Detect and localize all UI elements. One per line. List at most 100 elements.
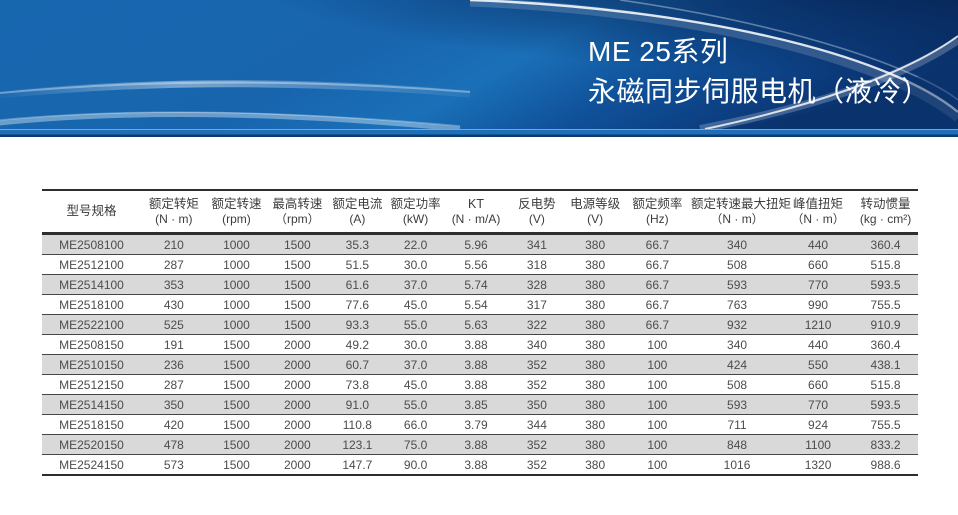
- value-cell: 1500: [266, 274, 329, 295]
- value-cell: 2000: [266, 394, 329, 415]
- value-cell: 30.0: [386, 334, 445, 355]
- column-unit: (A): [349, 211, 366, 226]
- column-name: 额定转速最大扭矩: [691, 196, 792, 211]
- page-subtitle: 永磁同步伺服电机（液冷）: [588, 76, 931, 107]
- table-row: ME2514150 350 1500 2000 91.0 55.0 3.85 350 380 10…: [42, 394, 918, 415]
- value-cell: 3.85: [444, 394, 508, 415]
- table-row: ME2520150 478 1500 2000 123.1 75.0 3.88 352 380 1…: [42, 434, 918, 455]
- value-cell: 66.7: [623, 294, 692, 315]
- column-header: 额定频率 (Hz): [623, 190, 692, 235]
- column-header: 反电势 (V): [507, 190, 567, 235]
- column-header: 电源等级 (V): [566, 190, 624, 235]
- value-cell: 49.2: [328, 334, 387, 355]
- value-cell: 287: [140, 254, 207, 275]
- value-cell: 380: [566, 233, 624, 255]
- column-name: 额定电流: [332, 196, 383, 211]
- value-cell: 593: [691, 394, 784, 415]
- value-cell: 770: [783, 274, 854, 295]
- value-cell: 110.8: [328, 414, 387, 435]
- value-cell: 848: [691, 434, 784, 455]
- model-cell: ME2524150: [42, 454, 141, 475]
- model-cell: ME2518150: [42, 414, 141, 435]
- column-name: 反电势: [518, 196, 556, 211]
- column-unit: (V): [587, 211, 604, 226]
- column-unit: (N · m): [155, 211, 193, 226]
- value-cell: 1000: [206, 294, 267, 315]
- model-cell: ME2514150: [42, 394, 141, 415]
- value-cell: 988.6: [853, 454, 918, 475]
- value-cell: 2000: [266, 434, 329, 455]
- value-cell: 66.0: [386, 414, 445, 435]
- table-header-row: 型号规格 额定转矩 (N · m) 额定转速 (rpm) 最高转速 （rpm） 额定电流 (A)…: [42, 190, 918, 235]
- value-cell: 73.8: [328, 374, 387, 395]
- table-row: ME2508150 191 1500 2000 49.2 30.0 3.88 340 380 10…: [42, 334, 918, 355]
- column-unit: (rpm): [222, 211, 251, 226]
- value-cell: 2000: [266, 334, 329, 355]
- value-cell: 3.88: [444, 434, 508, 455]
- value-cell: 191: [140, 334, 207, 355]
- column-header: 型号规格: [42, 190, 141, 235]
- table-row: ME2508100 210 1000 1500 35.3 22.0 5.96 341 380 66…: [42, 233, 918, 255]
- column-header: KT (N · m/A): [444, 190, 508, 235]
- table-row: ME2518100 430 1000 1500 77.6 45.0 5.54 317 380 66…: [42, 294, 918, 315]
- value-cell: 45.0: [386, 294, 445, 315]
- value-cell: 100: [623, 434, 692, 455]
- column-name: 型号规格: [66, 204, 117, 218]
- value-cell: 322: [507, 314, 567, 335]
- value-cell: 360.4: [853, 334, 918, 355]
- column-header: 最高转速 （rpm）: [266, 190, 329, 235]
- value-cell: 380: [566, 414, 624, 435]
- column-name: 额定转速: [211, 196, 262, 211]
- value-cell: 1000: [206, 314, 267, 335]
- value-cell: 22.0: [386, 233, 445, 255]
- value-cell: 1500: [266, 233, 329, 255]
- value-cell: 2000: [266, 374, 329, 395]
- value-cell: 91.0: [328, 394, 387, 415]
- column-name: KT: [468, 196, 484, 211]
- value-cell: 66.7: [623, 233, 692, 255]
- value-cell: 380: [566, 454, 624, 475]
- value-cell: 380: [566, 254, 624, 275]
- value-cell: 37.0: [386, 274, 445, 295]
- value-cell: 550: [783, 354, 854, 375]
- value-cell: 1500: [266, 314, 329, 335]
- value-cell: 424: [691, 354, 784, 375]
- column-unit: (kW): [402, 211, 429, 226]
- column-header: 额定转速 (rpm): [206, 190, 267, 235]
- value-cell: 755.5: [853, 294, 918, 315]
- value-cell: 90.0: [386, 454, 445, 475]
- value-cell: 5.56: [444, 254, 508, 275]
- column-name: 额定频率: [632, 196, 683, 211]
- value-cell: 30.0: [386, 254, 445, 275]
- table-row: ME2518150 420 1500 2000 110.8 66.0 3.79 344 380 1…: [42, 414, 918, 435]
- value-cell: 833.2: [853, 434, 918, 455]
- value-cell: 340: [507, 334, 567, 355]
- value-cell: 438.1: [853, 354, 918, 375]
- value-cell: 508: [691, 254, 784, 275]
- table-body: ME2508100 210 1000 1500 35.3 22.0 5.96 341 380 66…: [42, 233, 918, 475]
- value-cell: 380: [566, 294, 624, 315]
- value-cell: 1500: [206, 334, 267, 355]
- value-cell: 3.88: [444, 454, 508, 475]
- value-cell: 380: [566, 354, 624, 375]
- value-cell: 317: [507, 294, 567, 315]
- value-cell: 660: [783, 254, 854, 275]
- motor-spec-table: 型号规格 额定转矩 (N · m) 额定转速 (rpm) 最高转速 （rpm） 额定电流 (A)…: [42, 189, 918, 476]
- model-cell: ME2510150: [42, 354, 141, 375]
- model-cell: ME2520150: [42, 434, 141, 455]
- value-cell: 100: [623, 334, 692, 355]
- value-cell: 593.5: [853, 274, 918, 295]
- value-cell: 593: [691, 274, 784, 295]
- value-cell: 1500: [206, 434, 267, 455]
- value-cell: 1000: [206, 233, 267, 255]
- value-cell: 5.96: [444, 233, 508, 255]
- value-cell: 75.0: [386, 434, 445, 455]
- value-cell: 5.63: [444, 314, 508, 335]
- banner-art: [0, 0, 958, 129]
- value-cell: 515.8: [853, 254, 918, 275]
- value-cell: 344: [507, 414, 567, 435]
- table-head: 型号规格 额定转矩 (N · m) 额定转速 (rpm) 最高转速 （rpm） 额定电流 (A)…: [42, 190, 918, 235]
- value-cell: 236: [140, 354, 207, 375]
- value-cell: 51.5: [328, 254, 387, 275]
